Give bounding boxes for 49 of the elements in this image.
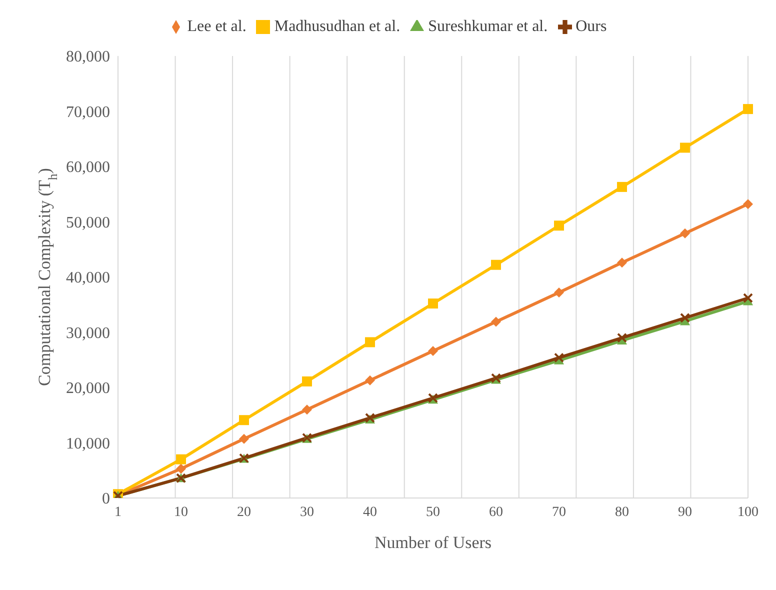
legend-label: Madhusudhan et al. — [274, 18, 400, 35]
point — [617, 258, 627, 268]
x-tick-label: 80 — [615, 504, 629, 520]
legend-label: Lee et al. — [187, 18, 246, 35]
x-tick-label: 50 — [426, 504, 440, 520]
y-tick-label: 20,000 — [66, 380, 110, 398]
point — [428, 298, 438, 309]
x-tick-label: 100 — [738, 504, 758, 520]
point — [302, 376, 312, 386]
x-axis-title: Number of Users — [374, 533, 492, 552]
y-tick-label: 0 — [102, 490, 110, 508]
y-tick-label: 50,000 — [66, 214, 110, 232]
point — [554, 287, 564, 298]
y-tick-label: 10,000 — [66, 435, 110, 452]
point — [176, 464, 186, 474]
x-tick-label: 70 — [552, 504, 566, 520]
x-tick-label: 20 — [237, 504, 251, 520]
point — [491, 316, 501, 327]
y-tick-label: 40,000 — [66, 270, 110, 287]
y-tick-label: 30,000 — [66, 324, 110, 342]
point — [680, 312, 690, 323]
point — [428, 346, 438, 356]
point — [554, 352, 564, 363]
x-tick-label: 30 — [300, 504, 314, 520]
point — [743, 292, 753, 303]
x-tick-label: 10 — [174, 504, 188, 520]
point — [491, 260, 501, 270]
point — [680, 142, 690, 153]
point — [365, 375, 375, 386]
y-tick-label: 80,000 — [66, 48, 110, 66]
point — [680, 228, 690, 238]
y-tick-label: 60,000 — [66, 159, 110, 176]
x-tick-label: 40 — [363, 504, 377, 520]
legend-label: Sureshkumar et al. — [428, 18, 548, 35]
x-tick-label: 90 — [678, 504, 692, 520]
point — [302, 404, 312, 415]
point — [617, 182, 627, 192]
point — [554, 220, 564, 231]
point — [743, 199, 753, 210]
x-tick-label: 1 — [114, 504, 122, 520]
y-tick-label: 70,000 — [66, 104, 110, 121]
x-tick-label: 60 — [489, 504, 503, 520]
point — [239, 434, 249, 444]
point — [617, 332, 627, 343]
point — [365, 337, 375, 348]
point — [239, 415, 249, 426]
legend-label: Ours — [576, 18, 607, 35]
point — [176, 454, 186, 464]
point — [743, 104, 753, 114]
